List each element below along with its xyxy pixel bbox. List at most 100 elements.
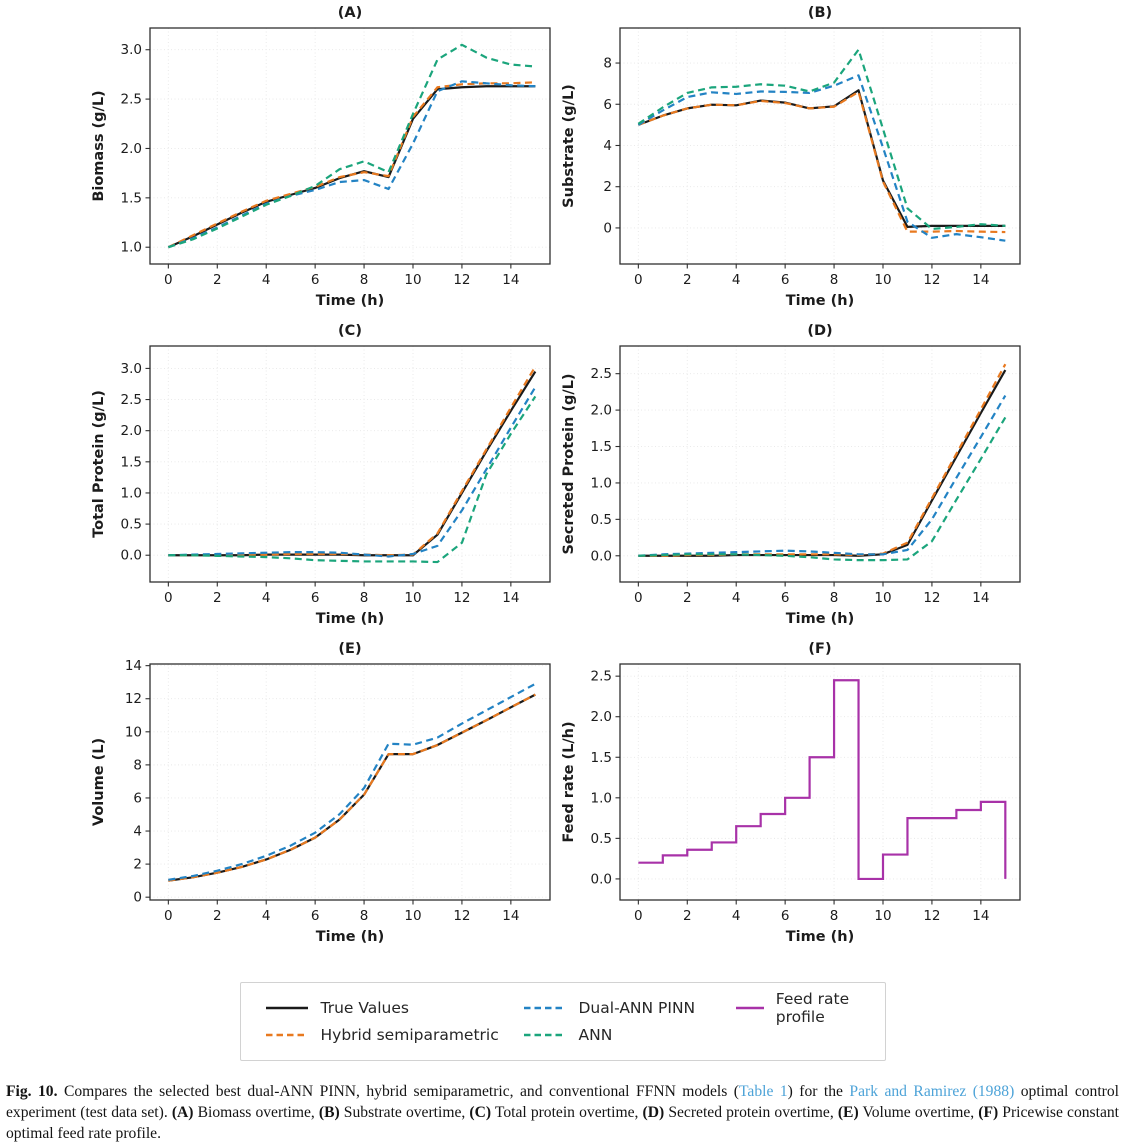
series-dual-ann-pinn (637, 74, 1006, 242)
caption-text: Compares the selected best dual-ANN PINN… (57, 1083, 739, 1100)
y-axis-label: Feed rate (L/h) (561, 721, 577, 842)
y-tick-label: 1.5 (591, 750, 612, 766)
x-tick-label: 2 (213, 272, 222, 288)
series-ann (168, 395, 537, 564)
caption-bold-text: (A) (171, 1104, 194, 1122)
x-tick-label: 12 (453, 590, 470, 606)
x-axis-label: Time (h) (786, 929, 854, 945)
y-axis-label: Secreted Protein (g/L) (561, 373, 577, 554)
panel-e-volume: 0 2 4 6 8 10 12 14 0 2 4 6 8 10 12 14 (E) Time (h) Volume … (88, 638, 558, 956)
y-tick-label: 2.5 (591, 669, 612, 685)
caption-citation-link[interactable]: Table 1 (738, 1083, 788, 1100)
x-tick-label: 0 (634, 272, 643, 288)
plot-border (149, 27, 551, 265)
x-tick-label: 2 (213, 590, 222, 606)
y-tick-label: 2 (133, 857, 142, 873)
panel-title: (E) (338, 641, 361, 657)
y-tick-label: 0.5 (591, 512, 612, 528)
legend-item-ann: ANN (523, 1026, 735, 1044)
series-ann (637, 48, 1006, 231)
series-ann (638, 416, 1007, 562)
legend: True Values Dual-ANN PINN Feed rate prof… (239, 982, 886, 1061)
y-tick-label: 6 (603, 97, 612, 113)
x-tick-label: 8 (830, 272, 839, 288)
legend-grid: True Values Dual-ANN PINN Feed rate prof… (265, 990, 861, 1048)
series-dual-ann-pinn (168, 682, 536, 881)
y-tick-label: 4 (603, 138, 612, 154)
x-axis-label: Time (h) (316, 929, 384, 945)
legend-label: Dual-ANN PINN (578, 998, 696, 1017)
hybrid-semiparametric-line-swatch (265, 1033, 308, 1036)
true-values-line-swatch (265, 1006, 308, 1009)
x-tick-label: 14 (972, 590, 989, 606)
y-tick-label: 0.0 (121, 548, 142, 564)
panel-f-feed-rate: 0 2 4 6 8 10 12 14 0.0 0.5 1.0 1.5 2.0 2.5 (F) Time (h)… (558, 638, 1028, 956)
x-tick-label: 6 (311, 908, 320, 924)
x-tick-label: 12 (923, 908, 940, 924)
x-tick-label: 8 (360, 590, 369, 606)
y-tick-label: 2.5 (121, 392, 142, 408)
legend-label: ANN (578, 1025, 613, 1044)
y-tick-label: 2.0 (121, 141, 142, 157)
series-dual-ann-pinn (167, 80, 536, 249)
y-axis-label: Volume (L) (91, 738, 107, 826)
ann-line-swatch (523, 1033, 566, 1036)
x-tick-label: 6 (311, 590, 320, 606)
y-tick-label: 1.5 (591, 439, 612, 455)
y-tick-label: 0 (603, 220, 612, 236)
legend-item-dual-ann-pinn: Dual-ANN PINN (523, 999, 735, 1017)
y-tick-label: 1.5 (121, 190, 142, 206)
y-tick-label: 1.5 (121, 454, 142, 470)
panel-title: (D) (807, 323, 832, 339)
y-tick-label: 3.0 (121, 42, 142, 58)
panel-b-substrate: 0 2 4 6 8 10 12 14 0 2 4 6 8 (B) Time (h) Substrate (g/… (558, 2, 1028, 320)
series-hybrid-semiparametric (168, 693, 536, 882)
series-ann (168, 43, 536, 249)
series-hybrid-semiparametric (637, 90, 1006, 234)
x-tick-label: 8 (830, 908, 839, 924)
series-hybrid-semiparametric (168, 365, 537, 557)
x-axis-label: Time (h) (316, 611, 384, 627)
series-feed-rate-profile (638, 679, 1007, 881)
y-tick-label: 1.0 (121, 240, 142, 256)
panel-d-secreted-protein: 0 2 4 6 8 10 12 14 0.0 0.5 1.0 1.5 2.0 2.5 (D) Time (h)… (558, 320, 1028, 638)
caption-text: Biomass overtime, (193, 1104, 319, 1122)
x-tick-label: 2 (683, 272, 692, 288)
legend-item-true-values: True Values (265, 999, 523, 1017)
series-true-values (168, 370, 537, 557)
panel-title: (B) (808, 5, 832, 21)
x-tick-label: 0 (634, 908, 643, 924)
panel-c-total-protein: 0 2 4 6 8 10 12 14 0.0 0.5 1.0 1.5 2.0 2.5 3.0 (C) Time … (88, 320, 558, 638)
total-protein-chart: 0 2 4 6 8 10 12 14 0.0 0.5 1.0 1.5 2.0 2.5 3.0 (C) Time … (91, 323, 551, 627)
y-tick-label: 1.0 (591, 790, 612, 806)
x-tick-label: 10 (874, 908, 891, 924)
panel-a-biomass: 0 2 4 6 8 10 12 14 1.0 1.5 2.0 2.5 3.0 (A) Time (h) Bio… (88, 2, 558, 320)
legend-item-hybrid-semiparametric: Hybrid semiparametric (265, 1026, 523, 1044)
y-tick-label: 2.5 (591, 366, 612, 382)
x-tick-label: 12 (453, 908, 470, 924)
y-tick-label: 2 (603, 179, 612, 195)
x-tick-label: 10 (874, 272, 891, 288)
y-tick-label: 0.0 (591, 548, 612, 564)
caption-text: optimal control experiment (test data se… (6, 1083, 1119, 1122)
panel-title: (C) (338, 323, 362, 339)
x-tick-label: 4 (262, 272, 271, 288)
caption-bold-text: (C) (469, 1104, 492, 1122)
x-tick-label: 0 (164, 590, 173, 606)
y-tick-label: 0.5 (591, 831, 612, 847)
x-tick-label: 4 (262, 908, 271, 924)
x-tick-label: 12 (453, 272, 470, 288)
substrate-chart: 0 2 4 6 8 10 12 14 0 2 4 6 8 (B) Time (h) Substrate (g/… (561, 5, 1021, 309)
x-tick-label: 4 (732, 590, 741, 606)
x-tick-label: 6 (781, 908, 790, 924)
caption-citation-link[interactable]: Park and Ramirez (1988) (849, 1083, 1015, 1100)
plot-border (619, 345, 1021, 583)
y-tick-label: 6 (133, 790, 142, 806)
y-axis-label: Total Protein (g/L) (91, 390, 107, 538)
legend-label: Hybrid semiparametric (320, 1025, 499, 1044)
x-tick-label: 2 (683, 908, 692, 924)
legend-item-feed-rate-profile: Feed rate profile (735, 990, 861, 1026)
series-dual-ann-pinn (168, 386, 537, 558)
legend-label: True Values (320, 998, 410, 1017)
caption-bold-text: Fig. 10. (6, 1083, 58, 1100)
